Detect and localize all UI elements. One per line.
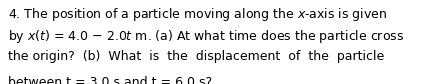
Text: by $x$($t$) = 4.0 − 2.0$t$ m. (a) At what time does the particle cross: by $x$($t$) = 4.0 − 2.0$t$ m. (a) At wha… [8,28,404,45]
Text: the origin?  (b)  What  is  the  displacement  of  the  particle: the origin? (b) What is the displacement… [8,50,384,63]
Text: between t = 3.0 s and t = 6.0 s?: between t = 3.0 s and t = 6.0 s? [8,76,212,84]
Text: 4. The position of a particle moving along the $x$-axis is given: 4. The position of a particle moving alo… [8,6,387,23]
